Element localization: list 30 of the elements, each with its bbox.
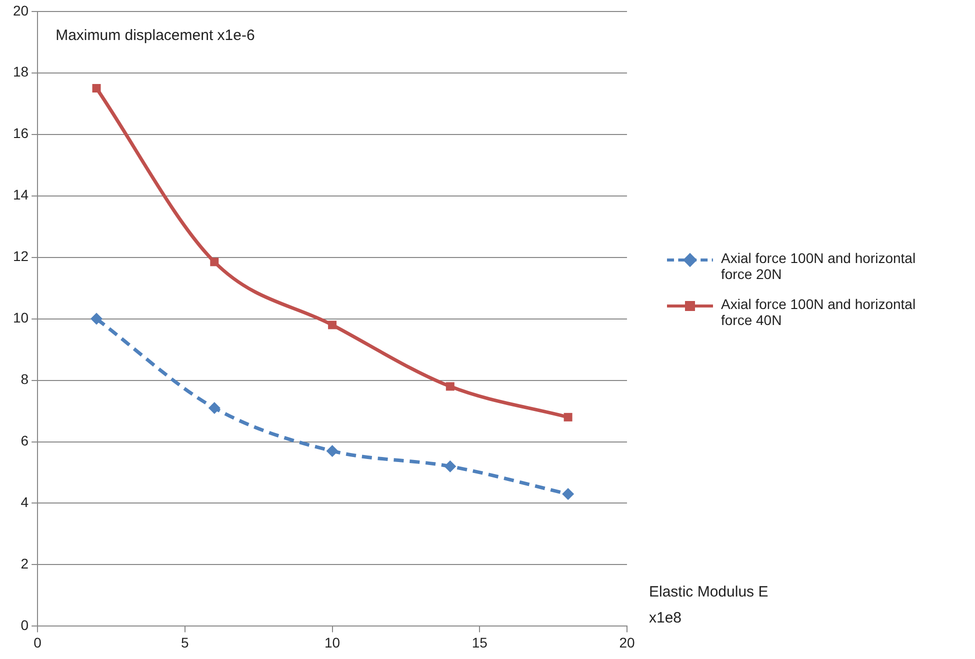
point — [326, 444, 338, 457]
y-tick-label: 18 — [12, 64, 29, 80]
y-tick-label: 20 — [12, 2, 29, 18]
y-axis-title: Maximum displacement x1e-6 — [56, 27, 255, 44]
y-tick-label: 6 — [20, 432, 29, 449]
x-tick-label: 0 — [34, 634, 42, 650]
y-tick-label: 10 — [12, 310, 29, 326]
y-tick-label: 2 — [20, 556, 29, 572]
point — [208, 402, 220, 414]
x-tick-label: 10 — [324, 634, 340, 650]
x-tick-label: 15 — [472, 634, 488, 650]
point — [210, 258, 219, 266]
y-tick-label: 4 — [20, 494, 29, 510]
point — [564, 412, 572, 422]
x-tick-label: 20 — [619, 634, 635, 650]
y-tick-label: 8 — [20, 371, 29, 388]
point — [446, 382, 454, 391]
x-tick-label: 5 — [181, 634, 190, 650]
point — [92, 84, 101, 92]
point — [562, 488, 574, 500]
point — [90, 312, 103, 325]
x-axis-title: Elastic Modulus E x1e8 — [649, 583, 768, 626]
y-tick-label: 16 — [12, 125, 29, 142]
legend-label: Axial force 100N and horizontal force 40N — [721, 296, 917, 328]
point — [328, 320, 337, 330]
y-tick-label: 0 — [20, 617, 29, 634]
legend-label: Axial force 100N and horizontal force 20N — [721, 250, 917, 282]
point — [444, 460, 456, 472]
y-tick-label: 12 — [12, 248, 29, 264]
y-tick-label: 14 — [12, 186, 29, 203]
